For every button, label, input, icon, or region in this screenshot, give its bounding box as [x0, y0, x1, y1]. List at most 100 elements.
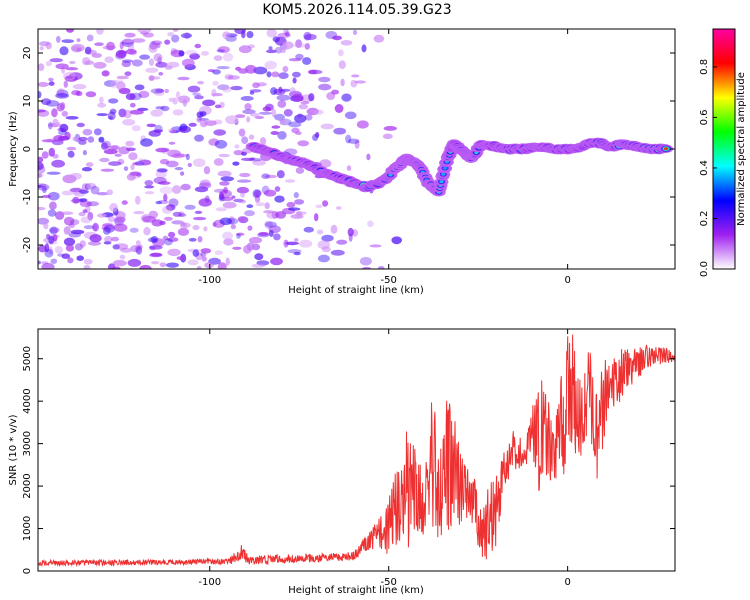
y-tick-label: 20 — [22, 47, 33, 60]
spectrogram-cell — [164, 39, 171, 45]
spectrogram-cell — [335, 206, 342, 210]
spectrogram-cell — [264, 60, 277, 70]
spectrogram-cell — [320, 123, 334, 130]
spectrogram-cell — [180, 222, 191, 228]
spectrogram-cell — [51, 108, 58, 118]
spectrogram-cell — [68, 223, 75, 229]
spectrogram-cell — [128, 171, 143, 179]
spectrogram-cell — [125, 48, 137, 55]
spectrogram-cell — [55, 93, 69, 99]
spectrogram-cell — [65, 75, 73, 80]
spectrogram-cell — [338, 60, 346, 70]
spectrogram-cell — [56, 35, 61, 43]
spectrogram-cell — [153, 177, 167, 184]
spectrogram-cell — [93, 61, 107, 69]
spectrogram-cell — [49, 201, 57, 210]
spectrogram-cell — [277, 47, 289, 51]
spectrogram-ridge-cell — [663, 147, 669, 151]
spectrogram-cell — [76, 255, 84, 261]
spectrogram-cell — [276, 94, 291, 101]
spectrogram-cell — [286, 201, 296, 208]
spectrogram-cell — [193, 216, 207, 221]
spectrogram-cell — [44, 248, 54, 258]
spectrogram-cell — [297, 140, 310, 147]
spectrogram-cell — [151, 261, 160, 265]
spectrogram-cell — [244, 103, 252, 111]
spectrogram-cell — [231, 195, 236, 199]
spectrogram-cell — [308, 69, 323, 75]
spectrogram-cell — [120, 247, 133, 253]
spectrogram-cell — [252, 159, 266, 166]
y-tick-label: 0 — [22, 568, 33, 574]
spectrogram-cell — [129, 227, 139, 233]
spectrogram-cell — [151, 40, 163, 45]
spectrogram-cell — [319, 159, 332, 168]
spectrogram-cell — [279, 48, 286, 54]
spectrogram-cell — [179, 128, 187, 132]
spectrogram-cell — [44, 243, 50, 253]
spectrogram-cell — [192, 249, 200, 257]
spectrogram-cell — [59, 46, 69, 56]
spectrogram-cell — [124, 32, 136, 38]
spectrogram-cell — [270, 257, 283, 266]
spectrogram-cell — [285, 241, 299, 246]
spectrogram-cell — [159, 186, 173, 195]
spectrogram-cell — [321, 234, 334, 242]
spectrogram-ridge-cell — [441, 172, 446, 176]
spectrogram-cell — [99, 96, 104, 104]
spectrogram-cell — [232, 161, 240, 166]
spectrogram-cell — [48, 81, 55, 86]
spectrogram-cell — [241, 30, 246, 39]
spectrogram-cell — [218, 153, 230, 158]
spectrogram-cell — [295, 39, 302, 48]
spectrogram-cell — [66, 29, 75, 33]
spectrogram-cell — [159, 158, 170, 165]
spectrogram-cell — [41, 139, 55, 143]
spectrogram-cell — [100, 142, 108, 150]
spectrogram-cell — [140, 138, 153, 147]
spectrogram-cell — [99, 157, 110, 163]
spectrogram-cell — [51, 159, 65, 168]
spectrogram-cell — [103, 224, 115, 233]
spectrogram-cell — [289, 87, 296, 96]
spectrogram-cell — [268, 46, 273, 50]
spectrogram-cell — [303, 226, 314, 233]
spectrogram-cell — [217, 262, 227, 269]
spectrogram-cell — [199, 111, 207, 117]
spectrogram-cell — [330, 249, 345, 256]
spectrogram-cell — [248, 134, 255, 140]
spectrogram-cell — [261, 173, 270, 179]
spectrogram-cell — [179, 222, 188, 230]
spectrogram-cell — [104, 56, 114, 63]
spectrogram-cell — [145, 67, 159, 73]
spectrogram-cell — [219, 181, 230, 186]
spectrogram-cell — [114, 153, 122, 157]
spectrogram-cell — [172, 185, 182, 194]
spectrogram-cell — [54, 246, 64, 254]
spectrogram-cell — [71, 43, 85, 53]
spectrogram-cell — [102, 226, 111, 235]
spectrogram-cell — [181, 58, 195, 68]
spectrogram-cell — [47, 191, 60, 201]
spectrogram-cell — [109, 108, 117, 115]
spectrogram-cell — [264, 220, 273, 229]
spectrogram-cell — [304, 33, 317, 41]
spectrogram-cell — [164, 88, 169, 94]
spectrogram-cell — [208, 138, 220, 146]
spectrogram-cell — [106, 189, 114, 196]
spectrogram-cell — [123, 109, 132, 119]
spectrogram-cell — [86, 182, 97, 190]
spectrogram-cell — [219, 189, 233, 198]
snr-ylabel: SNR (10 * v/v) — [8, 414, 19, 485]
spectrogram-cell — [187, 259, 199, 266]
spectrogram-cell — [78, 212, 86, 217]
spectrogram-cell — [84, 46, 92, 55]
spectrogram-cell — [341, 93, 352, 102]
spectrogram-cell — [185, 49, 198, 56]
spectrogram-cell — [76, 38, 81, 42]
spectrogram-cell — [67, 150, 75, 158]
spectrogram-cell — [321, 246, 331, 253]
spectrogram-cell — [288, 121, 302, 128]
spectrogram-cell — [255, 202, 265, 207]
spectrogram-cell — [278, 72, 289, 79]
